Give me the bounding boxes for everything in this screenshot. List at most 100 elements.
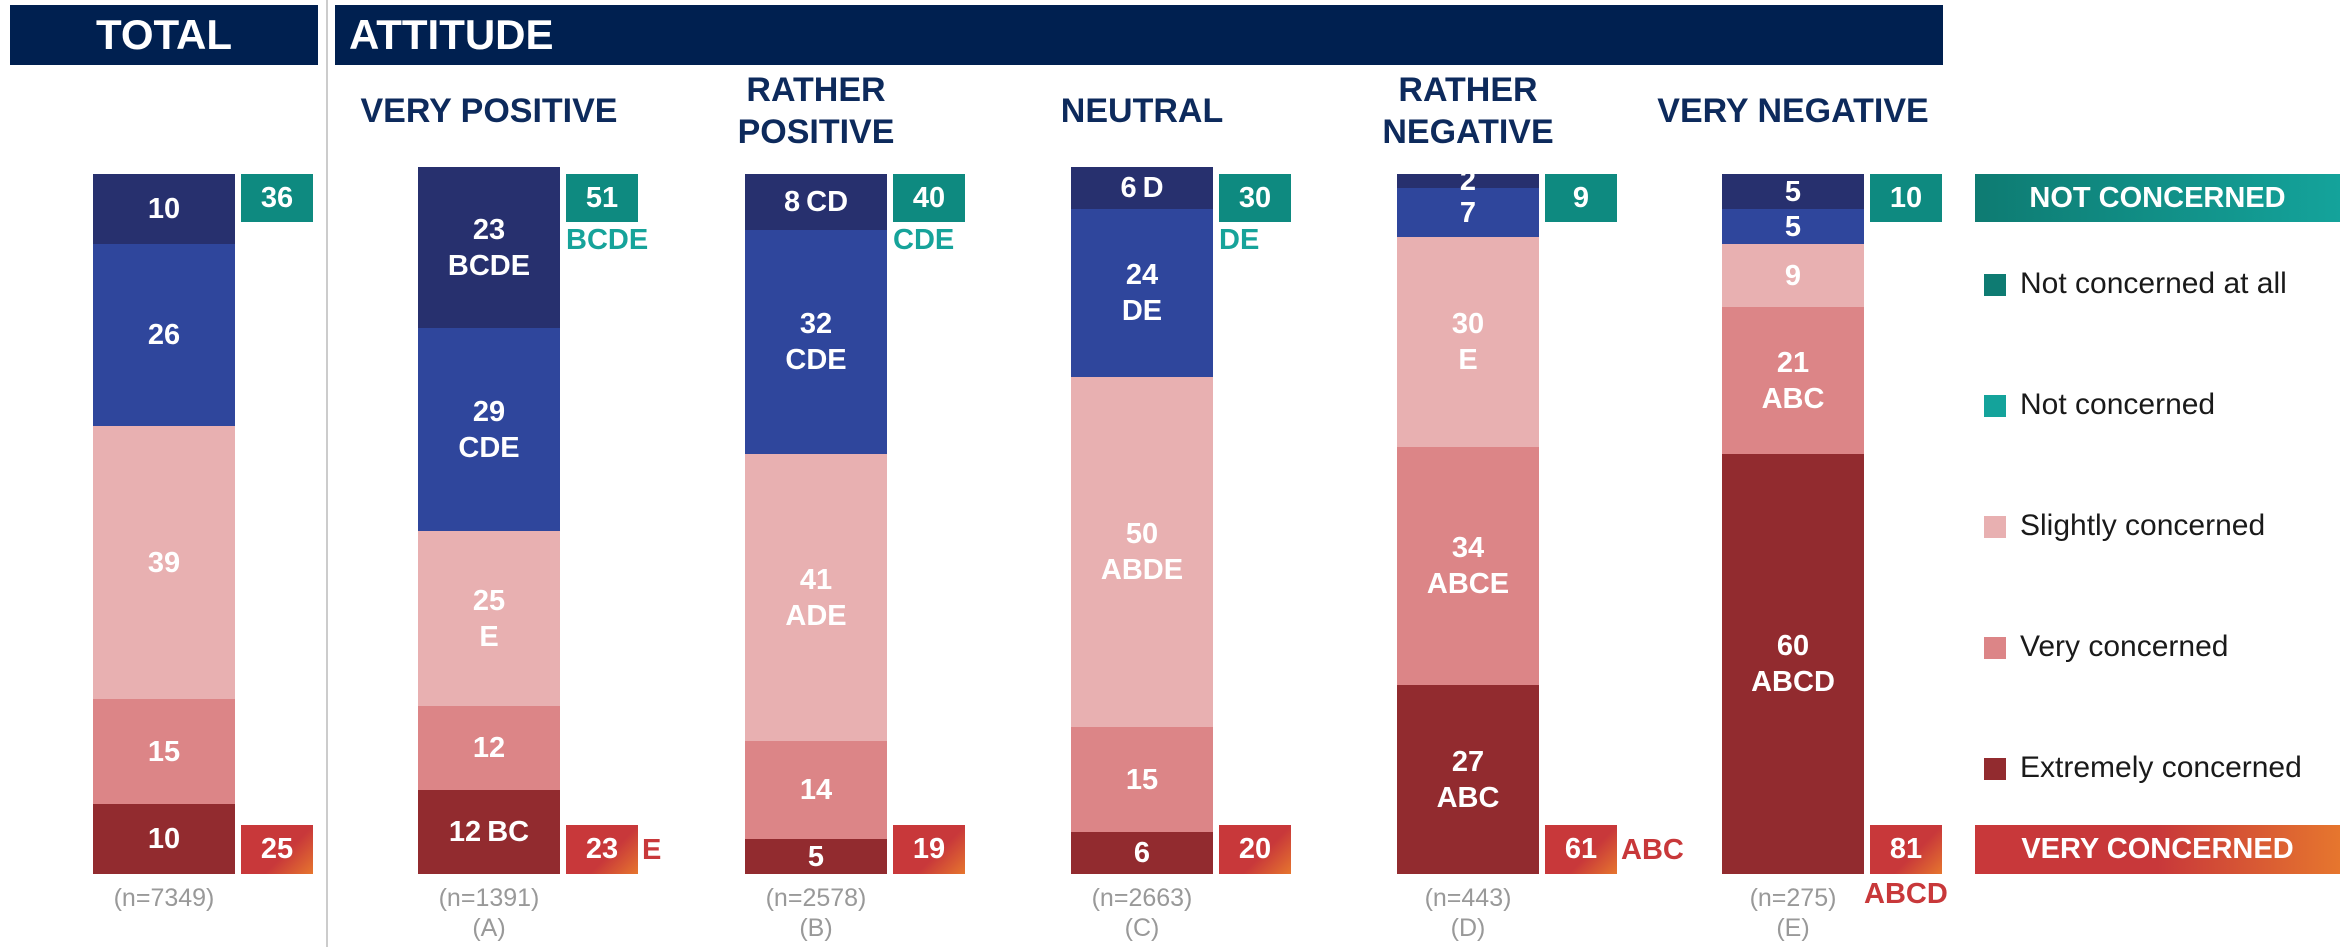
bar-segment: 10: [93, 804, 235, 874]
segment-label: 7: [1459, 196, 1477, 229]
segment-label: 15: [1125, 763, 1159, 796]
bar-segment: 26: [93, 244, 235, 426]
legend-very-concerned: VERY CONCERNED: [1975, 825, 2340, 874]
very-concerned-box: 20: [1219, 825, 1291, 874]
bar-segment: 50 ABDE: [1071, 377, 1213, 727]
very-concerned-sig: ABC: [1621, 834, 1684, 866]
total-header: TOTAL: [10, 5, 318, 65]
column-title: RATHER POSITIVE: [737, 71, 895, 151]
bar-segment: 25 E: [418, 531, 560, 706]
bar-segment: 27 ABC: [1397, 685, 1539, 874]
very-concerned-box: 81: [1870, 825, 1942, 874]
bar-segment: 15: [1071, 727, 1213, 832]
significance-label: ABC: [1761, 382, 1825, 415]
significance-label: ABDE: [1100, 554, 1184, 586]
group-letter: (D): [1450, 914, 1486, 942]
column-title: VERY POSITIVE: [360, 92, 618, 130]
not-concerned-box: 9: [1545, 174, 1617, 222]
bar-segment: 2: [1397, 165, 1539, 197]
significance-label: CDE: [458, 431, 520, 464]
very-concerned-sig: ABCD: [1864, 878, 1948, 910]
bar-segment: 60 ABCD: [1722, 454, 1864, 874]
segment-label: 32: [799, 308, 833, 340]
segment-label: 30: [1451, 308, 1485, 340]
very-concerned-box: 23: [566, 825, 638, 874]
segment-label: 41: [799, 563, 833, 596]
very-concerned-box: 19: [893, 825, 965, 874]
group-letter: (B): [799, 914, 833, 942]
bar-segment: 34 ABCE: [1397, 447, 1539, 685]
very-concerned-sig: E: [642, 834, 662, 866]
n-label: (n=1391): [438, 884, 540, 912]
not-concerned-box: 40: [893, 174, 965, 222]
segment-label: 5: [1784, 210, 1802, 243]
legend-swatch: [1984, 274, 2006, 296]
segment-label: 29: [472, 395, 506, 428]
bar-segment: 24 DE: [1071, 209, 1213, 377]
legend-swatch: [1984, 758, 2006, 780]
segment-label: 34: [1451, 532, 1485, 564]
bar-segment: 7: [1397, 188, 1539, 237]
bar-segment: 32 CDE: [745, 230, 887, 454]
column-title: NEUTRAL: [1060, 92, 1224, 130]
segment-label: 6: [1133, 837, 1151, 869]
bar-segment: 5: [1722, 174, 1864, 209]
segment-label: 10: [147, 823, 181, 855]
segment-label: 21: [1776, 346, 1810, 379]
bar-segment: 29 CDE: [418, 328, 560, 531]
legend-not-concerned: NOT CONCERNED: [1975, 174, 2340, 222]
legend-label: Slightly concerned: [2020, 509, 2266, 542]
bar-segment: 30 E: [1397, 237, 1539, 447]
not-concerned-sig: DE: [1219, 224, 1260, 256]
bar-segment: 23 BCDE: [418, 167, 560, 328]
segment-label: 5: [807, 840, 825, 873]
significance-label: D: [1142, 172, 1164, 204]
significance-label: ABCE: [1426, 568, 1510, 600]
column-title: VERY NEGATIVE: [1657, 92, 1929, 130]
very-concerned-box: 25: [241, 825, 313, 874]
n-label: (n=275): [1749, 884, 1837, 912]
segment-label: 15: [147, 735, 181, 768]
segment-label: 12: [472, 732, 506, 764]
bar-segment: 5: [1722, 209, 1864, 244]
attitude-header: ATTITUDE: [335, 5, 1943, 65]
segment-label: 50: [1125, 518, 1159, 550]
n-label: (n=443): [1424, 884, 1512, 912]
legend-label: Not concerned: [2020, 388, 2216, 421]
segment-label: 9: [1784, 259, 1802, 292]
significance-label: CDE: [785, 344, 847, 376]
column-title: RATHER NEGATIVE: [1382, 71, 1554, 151]
significance-label: BC: [487, 816, 530, 848]
segment-label: 39: [147, 546, 181, 579]
segment-label: 23: [472, 213, 506, 246]
bar-segment: 15: [93, 699, 235, 804]
segment-label: 6: [1120, 172, 1137, 204]
n-label: (n=7349): [113, 884, 215, 912]
bar-segment: 21 ABC: [1722, 307, 1864, 454]
segment-label: 25: [472, 584, 506, 617]
not-concerned-box: 36: [241, 174, 313, 222]
group-letter: (A): [472, 914, 506, 942]
legend-swatch: [1984, 516, 2006, 538]
legend-swatch: [1984, 395, 2006, 417]
group-letter: (C): [1124, 914, 1160, 942]
segment-label: 60: [1776, 630, 1810, 662]
not-concerned-box: 51: [566, 174, 638, 222]
significance-label: ABCD: [1751, 666, 1835, 698]
bar-segment: 10: [93, 174, 235, 244]
segment-label: 26: [147, 319, 181, 351]
bar-segment: 14: [745, 741, 887, 839]
significance-label: E: [479, 620, 499, 653]
segment-label: 14: [799, 774, 833, 806]
not-concerned-sig: CDE: [893, 224, 955, 256]
not-concerned-box: 30: [1219, 174, 1291, 222]
segment-label: 2: [1459, 165, 1477, 197]
group-letter: (E): [1776, 914, 1810, 942]
significance-label: BCDE: [447, 249, 531, 282]
n-label: (n=2578): [765, 884, 867, 912]
significance-label: ADE: [785, 599, 847, 632]
segment-label: 12: [448, 816, 482, 848]
bar-segment: 39: [93, 426, 235, 699]
legend-swatch: [1984, 637, 2006, 659]
significance-label: CD: [806, 186, 849, 218]
